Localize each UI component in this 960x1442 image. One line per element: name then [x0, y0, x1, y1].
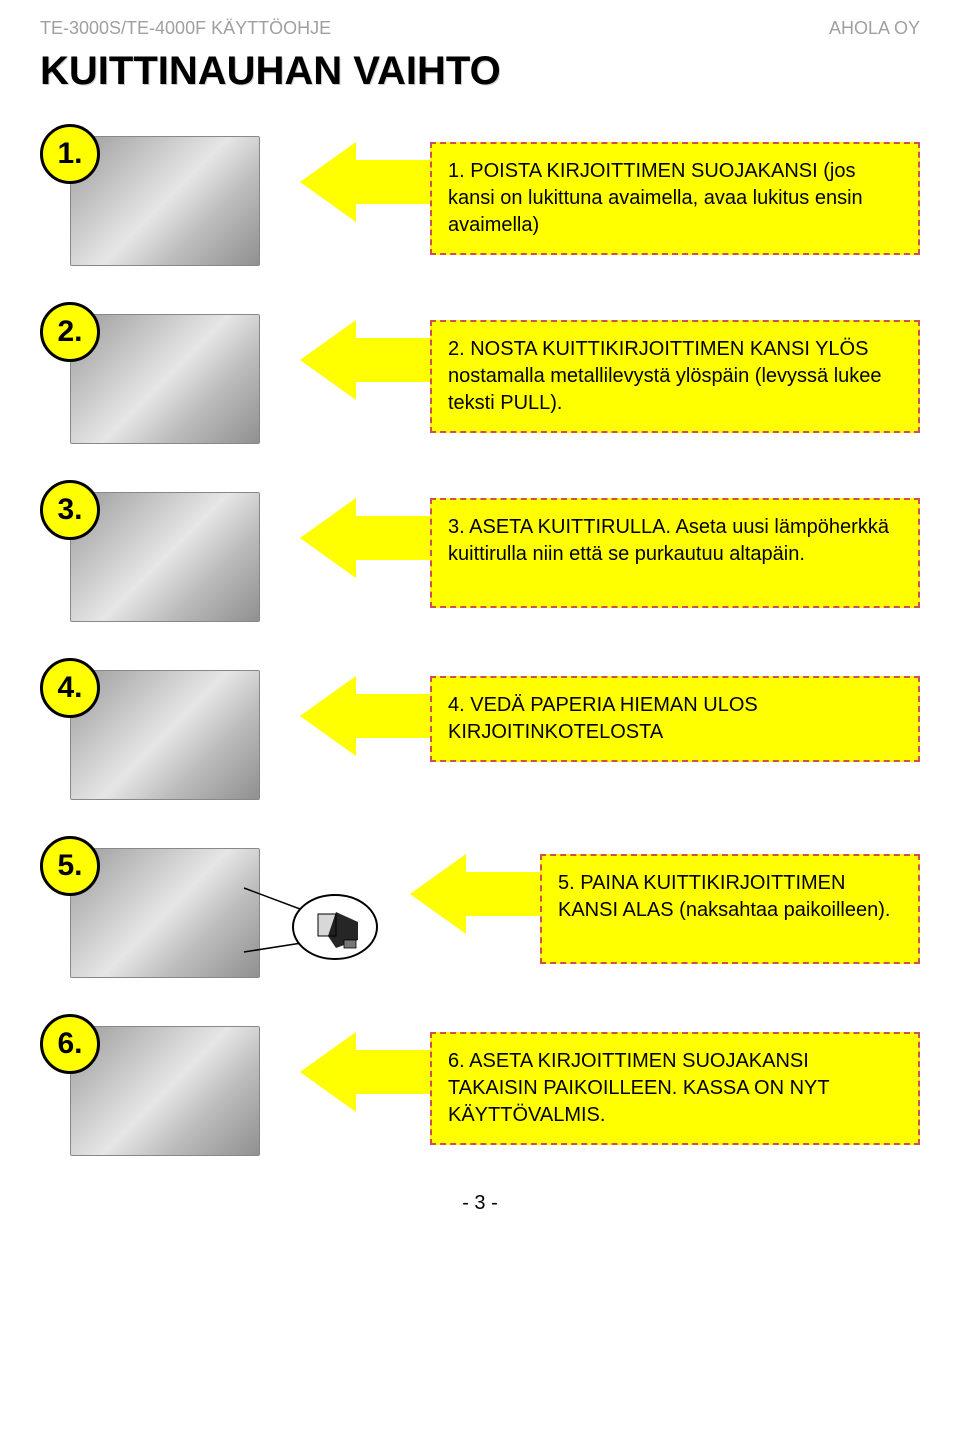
step-2: 2. 2. NOSTA KUITTIKIRJOITTIMEN KANSI YLÖ…: [40, 302, 920, 444]
step-4: 4. 4. VEDÄ PAPERIA HIEMAN ULOS KIRJOITIN…: [40, 658, 920, 800]
step-arrow-block: 6. ASETA KIRJOITTIMEN SUOJAKANSI TAKAISI…: [300, 1032, 920, 1145]
step-6: 6. 6. ASETA KIRJOITTIMEN SUOJAKANSI TAKA…: [40, 1014, 920, 1156]
step-arrow-block: 3. ASETA KUITTIRULLA. Aseta uusi lämpöhe…: [300, 498, 920, 608]
arrow-icon: [300, 676, 430, 756]
step-left: 6.: [40, 1014, 300, 1156]
step-text: 2. NOSTA KUITTIKIRJOITTIMEN KANSI YLÖS n…: [430, 320, 920, 433]
step-left: 2.: [40, 302, 300, 444]
page-title: KUITTINAUHAN VAIHTO: [40, 49, 920, 94]
arrow-icon: [300, 1032, 430, 1112]
step-badge: 3.: [40, 480, 100, 540]
step-left: 4.: [40, 658, 300, 800]
step-badge: 6.: [40, 1014, 100, 1074]
step-arrow-block: 5. PAINA KUITTIKIRJOITTIMEN KANSI ALAS (…: [410, 854, 920, 964]
step-text: 4. VEDÄ PAPERIA HIEMAN ULOS KIRJOITINKOT…: [430, 676, 920, 762]
page-footer: - 3 -: [40, 1192, 920, 1215]
step-3: 3. 3. ASETA KUITTIRULLA. Aseta uusi lämp…: [40, 480, 920, 622]
arrow-icon: [300, 320, 430, 400]
step-arrow-block: 1. POISTA KIRJOITTIMEN SUOJAKANSI (jos k…: [300, 142, 920, 255]
step-left: 3.: [40, 480, 300, 622]
step-badge: 1.: [40, 124, 100, 184]
step-1: 1. 1. POISTA KIRJOITTIMEN SUOJAKANSI (jo…: [40, 124, 920, 266]
step-badge: 5.: [40, 836, 100, 896]
step-text: 5. PAINA KUITTIKIRJOITTIMEN KANSI ALAS (…: [540, 854, 920, 964]
step-arrow-block: 2. NOSTA KUITTIKIRJOITTIMEN KANSI YLÖS n…: [300, 320, 920, 433]
header-left: TE-3000S/TE-4000F KÄYTTÖOHJE: [40, 18, 331, 39]
arrow-icon: [300, 142, 430, 222]
step-badge: 2.: [40, 302, 100, 362]
step-arrow-block: 4. VEDÄ PAPERIA HIEMAN ULOS KIRJOITINKOT…: [300, 676, 920, 762]
step-5: 5. 5. PAINA KUITTIKIRJOITTIMEN KANSI ALA…: [40, 836, 920, 978]
page: TE-3000S/TE-4000F KÄYTTÖOHJE AHOLA OY KU…: [0, 0, 960, 1245]
arrow-icon: [300, 498, 430, 578]
arrow-icon: [410, 854, 540, 934]
step-text: 3. ASETA KUITTIRULLA. Aseta uusi lämpöhe…: [430, 498, 920, 608]
magnifier-icon: [240, 882, 380, 972]
step-badge: 4.: [40, 658, 100, 718]
step-left: 1.: [40, 124, 300, 266]
step-text: 6. ASETA KIRJOITTIMEN SUOJAKANSI TAKAISI…: [430, 1032, 920, 1145]
step-text: 1. POISTA KIRJOITTIMEN SUOJAKANSI (jos k…: [430, 142, 920, 255]
page-header: TE-3000S/TE-4000F KÄYTTÖOHJE AHOLA OY: [40, 18, 920, 39]
header-right: AHOLA OY: [829, 18, 920, 39]
